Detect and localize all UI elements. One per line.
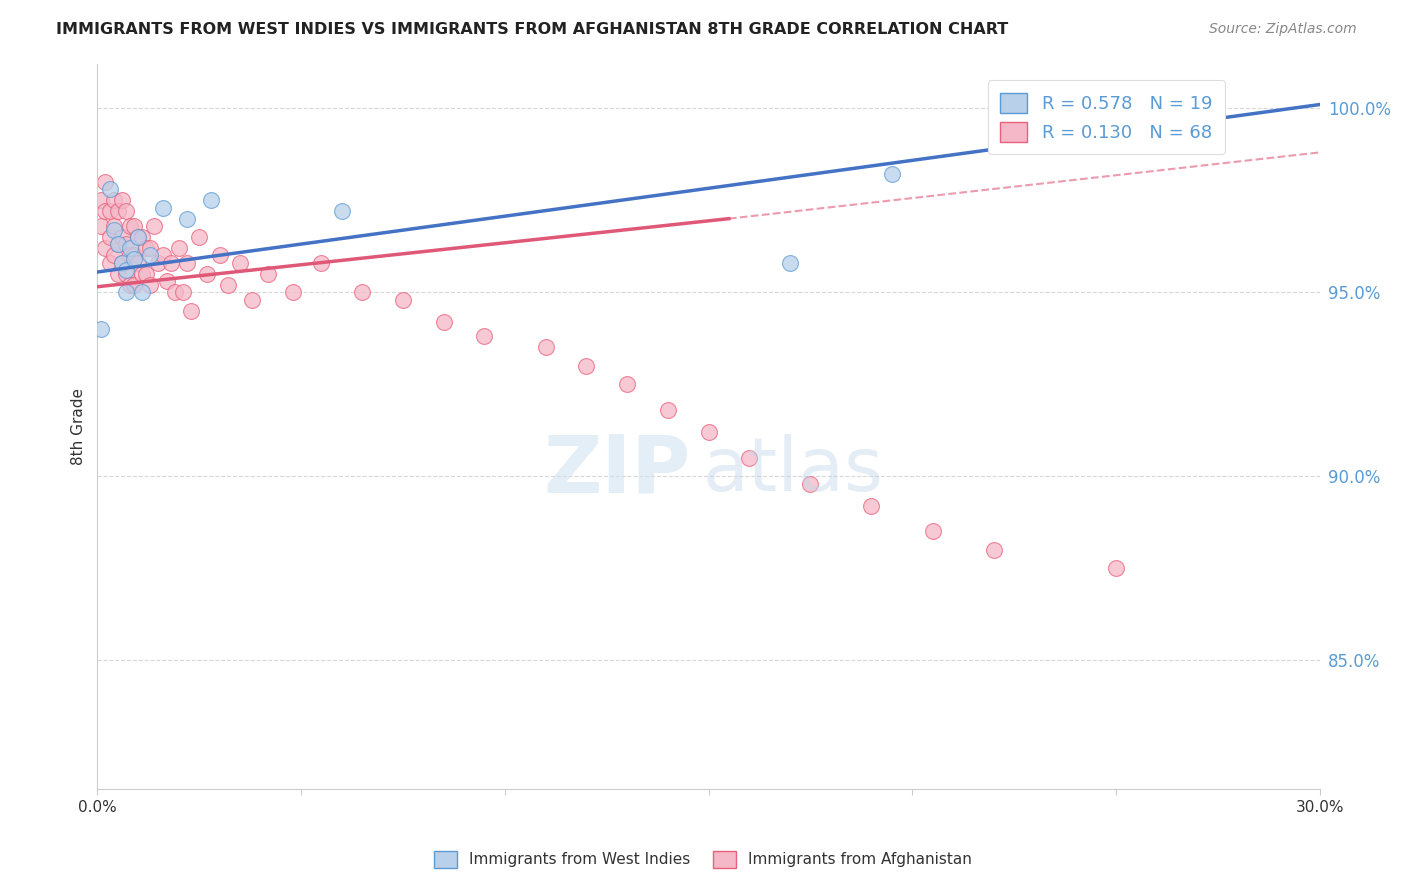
Point <box>176 211 198 226</box>
Point <box>311 256 333 270</box>
Point <box>127 230 149 244</box>
Point <box>122 277 145 292</box>
Point <box>98 182 121 196</box>
Point <box>122 252 145 267</box>
Point <box>159 256 181 270</box>
Point <box>240 293 263 307</box>
Point <box>139 241 162 255</box>
Point <box>983 542 1005 557</box>
Y-axis label: 8th Grade: 8th Grade <box>72 388 86 465</box>
Point <box>152 201 174 215</box>
Point <box>90 322 112 336</box>
Text: IMMIGRANTS FROM WEST INDIES VS IMMIGRANTS FROM AFGHANISTAN 8TH GRADE CORRELATION: IMMIGRANTS FROM WEST INDIES VS IMMIGRANT… <box>56 22 1008 37</box>
Point <box>697 425 720 439</box>
Point <box>195 267 218 281</box>
Point <box>111 230 134 244</box>
Point <box>176 256 198 270</box>
Point <box>779 256 801 270</box>
Point <box>392 293 415 307</box>
Point <box>115 285 138 300</box>
Point <box>880 168 903 182</box>
Point <box>534 341 557 355</box>
Point <box>107 237 129 252</box>
Legend: R = 0.578   N = 19, R = 0.130   N = 68: R = 0.578 N = 19, R = 0.130 N = 68 <box>988 80 1225 154</box>
Point <box>352 285 374 300</box>
Point <box>115 204 138 219</box>
Point <box>90 219 112 233</box>
Point <box>131 267 153 281</box>
Point <box>229 256 252 270</box>
Point <box>111 256 134 270</box>
Point <box>188 230 211 244</box>
Point <box>94 241 117 255</box>
Point <box>860 499 883 513</box>
Point <box>98 230 121 244</box>
Point <box>118 219 141 233</box>
Point <box>1125 94 1147 108</box>
Text: Source: ZipAtlas.com: Source: ZipAtlas.com <box>1209 22 1357 37</box>
Point <box>139 248 162 262</box>
Point <box>1105 561 1128 575</box>
Point <box>115 267 138 281</box>
Point <box>738 450 761 465</box>
Point <box>217 277 239 292</box>
Point <box>330 204 353 219</box>
Point <box>167 241 190 255</box>
Point <box>122 248 145 262</box>
Point <box>103 248 125 262</box>
Point <box>139 277 162 292</box>
Point <box>152 248 174 262</box>
Point <box>799 476 821 491</box>
Point <box>575 359 598 373</box>
Point <box>118 241 141 255</box>
Point <box>98 204 121 219</box>
Point <box>127 230 149 244</box>
Point <box>94 175 117 189</box>
Point <box>111 256 134 270</box>
Point <box>122 219 145 233</box>
Text: ZIP: ZIP <box>543 431 690 509</box>
Point <box>657 403 679 417</box>
Point <box>94 204 117 219</box>
Point <box>208 248 231 262</box>
Point <box>127 256 149 270</box>
Point <box>200 193 222 207</box>
Point <box>148 256 170 270</box>
Point <box>180 303 202 318</box>
Legend: Immigrants from West Indies, Immigrants from Afghanistan: Immigrants from West Indies, Immigrants … <box>427 845 979 873</box>
Point <box>474 329 496 343</box>
Point <box>281 285 304 300</box>
Point <box>257 267 280 281</box>
Point <box>433 315 456 329</box>
Point <box>103 219 125 233</box>
Point <box>172 285 194 300</box>
Point <box>143 219 166 233</box>
Point <box>135 241 157 255</box>
Point <box>103 222 125 236</box>
Point <box>107 237 129 252</box>
Point <box>163 285 186 300</box>
Point <box>107 267 129 281</box>
Point <box>921 524 943 539</box>
Text: atlas: atlas <box>703 434 883 507</box>
Point <box>118 248 141 262</box>
Point <box>156 274 179 288</box>
Point <box>107 204 129 219</box>
Point <box>131 285 153 300</box>
Point <box>118 277 141 292</box>
Point <box>90 193 112 207</box>
Point <box>115 263 138 277</box>
Point <box>135 267 157 281</box>
Point <box>115 237 138 252</box>
Point <box>98 256 121 270</box>
Point <box>103 193 125 207</box>
Point <box>131 230 153 244</box>
Point <box>616 377 638 392</box>
Point <box>111 193 134 207</box>
